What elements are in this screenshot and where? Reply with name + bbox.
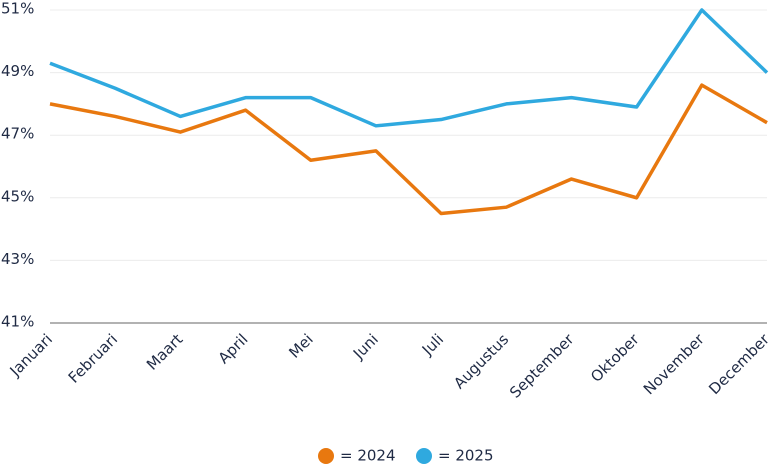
- legend-label: = 2025: [438, 447, 494, 465]
- x-tick-label: November: [640, 330, 708, 398]
- x-tick-label: Oktober: [587, 330, 643, 386]
- x-tick-label: Februari: [65, 330, 121, 386]
- x-tick-label: Juni: [349, 330, 382, 363]
- y-tick-label: 47%: [1, 125, 34, 143]
- x-tick-label: Juli: [418, 330, 447, 359]
- x-tick-label: December: [705, 330, 770, 398]
- x-tick-label: April: [215, 330, 252, 367]
- x-tick-label: September: [506, 330, 578, 402]
- y-tick-label: 41%: [1, 313, 34, 331]
- y-tick-label: 45%: [1, 187, 34, 205]
- legend-swatch: [416, 448, 432, 464]
- y-tick-label: 51%: [1, 0, 34, 18]
- y-tick-label: 43%: [1, 250, 34, 268]
- x-tick-label: Augustus: [450, 330, 512, 392]
- x-tick-label: Maart: [143, 330, 186, 373]
- legend-label: = 2024: [340, 447, 396, 465]
- series-line: [49, 83, 768, 216]
- x-tick-label: Mei: [285, 330, 316, 361]
- x-tick-label: Januari: [6, 330, 56, 380]
- series-line: [49, 8, 769, 128]
- legend-swatch: [318, 448, 334, 464]
- y-tick-label: 49%: [1, 62, 34, 80]
